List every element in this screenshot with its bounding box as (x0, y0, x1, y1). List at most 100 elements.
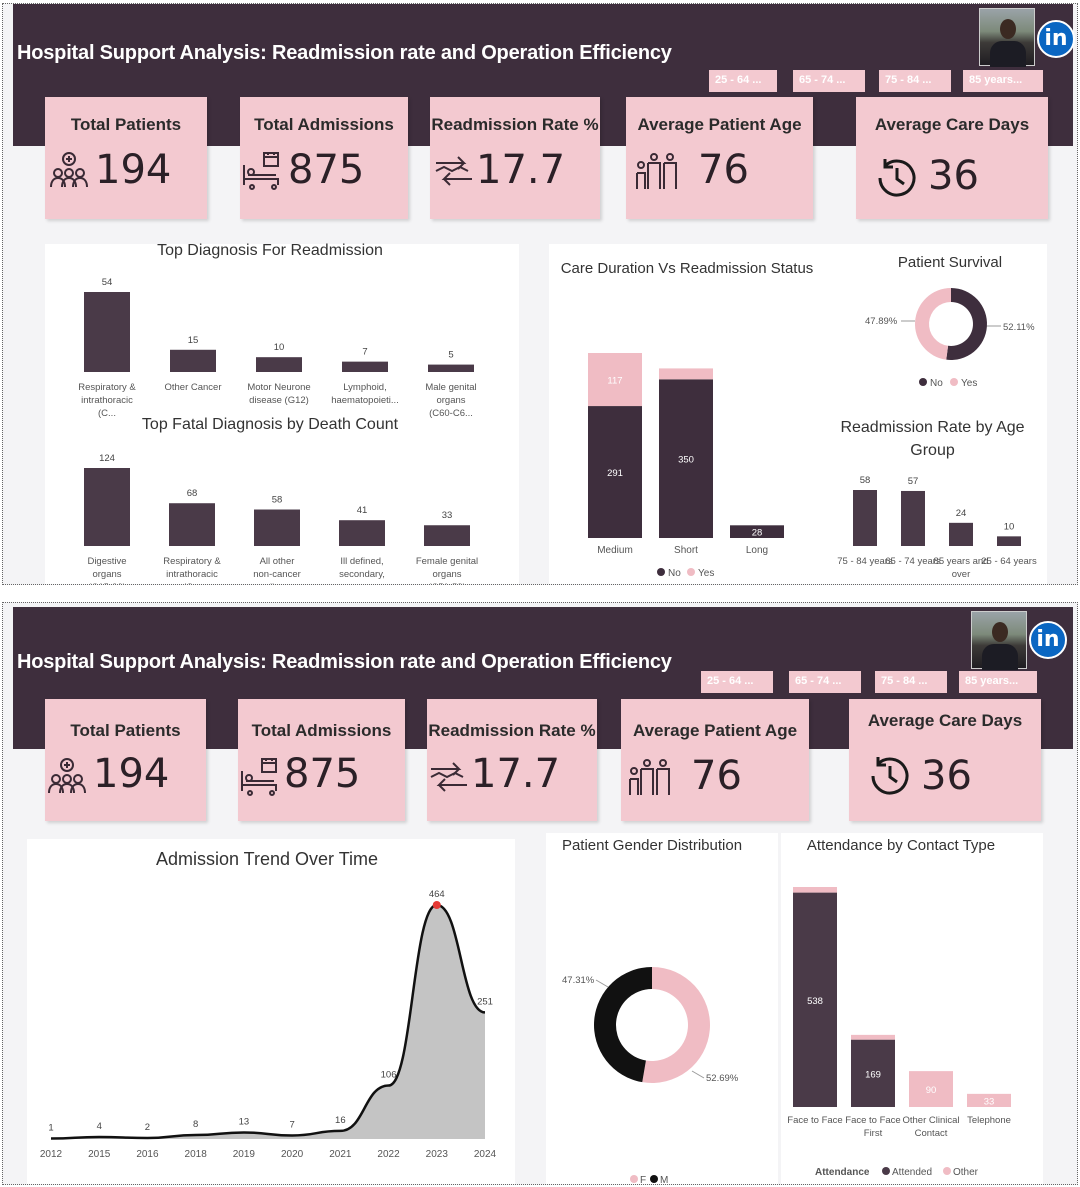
age-slicer-75-84[interactable]: 75 - 84 ... (879, 70, 951, 92)
chart-patient-survival: 52.11% 47.89% No Yes (865, 288, 1035, 389)
attendance-panel: Attendance by Contact Type 538 Face to Fa… (781, 833, 1043, 1184)
linkedin-icon-2[interactable]: in (1029, 621, 1067, 659)
data-label: 1 (48, 1122, 53, 1133)
area-fill (51, 905, 485, 1139)
linkedin-icon[interactable]: in (1037, 20, 1075, 58)
clock-history-icon-2 (871, 757, 909, 795)
data-label: 10 (1004, 521, 1015, 532)
age-slicer-25-64-p2[interactable]: 25 - 64 ... (701, 671, 773, 693)
bar-yes (659, 368, 713, 380)
care-duration-panel: Care Duration Vs Readmission Status 291 1… (549, 244, 825, 584)
x-tick-label: 25 - 64 years (981, 556, 1037, 567)
bar (342, 361, 388, 372)
x-tick-label: Short (674, 545, 698, 556)
kpi-average-patient-age: Average Patient Age 76 (626, 97, 813, 219)
x-tick-label: organs (92, 569, 121, 580)
data-label: 251 (477, 996, 493, 1007)
bar-other (967, 1093, 1011, 1107)
x-tick-label: Contact (915, 1128, 948, 1139)
legend-marker-yes (687, 568, 695, 576)
x-tick-label: Other Clinical (902, 1115, 959, 1126)
family-icon-2 (629, 759, 670, 795)
clock-history-icon (878, 159, 916, 197)
x-tick-label: Medium (597, 545, 633, 556)
data-label: 106 (381, 1070, 397, 1081)
chart-title-patient-survival: Patient Survival (897, 254, 1003, 271)
legend-marker-m (650, 1175, 658, 1183)
x-tick-label: (C... (183, 582, 201, 585)
data-label: 464 (429, 889, 445, 900)
x-tick-label: Lymphoid, (343, 382, 386, 393)
x-tick-label: Face to Face (845, 1115, 900, 1126)
x-tick-label: All other (260, 556, 295, 567)
age-slicer-65-74[interactable]: 65 - 74 ... (793, 70, 865, 92)
bar (169, 503, 215, 546)
age-slicer-25-64[interactable]: 25 - 64 ... (709, 70, 777, 92)
kpi-average-patient-age-2: Average Patient Age 76 (621, 699, 809, 821)
age-slicer-85-plus[interactable]: 85 years... (963, 70, 1043, 92)
chart-care-duration: 291 117 Medium 350 Short 28 Long No Yes (588, 353, 784, 579)
x-tick-label: dia... (267, 582, 288, 585)
kpi-total-patients: Total Patients 194 (45, 97, 207, 219)
age-slicer-65-74-p2[interactable]: 65 - 74 ... (789, 671, 861, 693)
kpi-total-admissions-2: Total Admissions 875 (238, 699, 405, 821)
data-label: 58 (272, 495, 283, 506)
leader-line (691, 1070, 705, 1079)
data-label: 54 (102, 277, 113, 288)
legend-marker-no (657, 568, 665, 576)
x-tick-label: (C15-26) (88, 582, 126, 585)
legend-label: Attended (892, 1167, 932, 1178)
chart-title-gender: Patient Gender Distribution (561, 837, 743, 854)
highlight-point (432, 901, 441, 909)
x-tick-label: Motor Neurone (247, 382, 310, 393)
kpi-readmission-rate: Readmission Rate % 17.7 (430, 97, 600, 219)
profile-photo (979, 8, 1035, 67)
profile-photo-2 (971, 611, 1027, 670)
chart-title-readmission-age: Readmission Rate by Age Group (840, 419, 1025, 459)
bar (339, 520, 385, 546)
x-tick-label: Ill defined, (340, 556, 383, 567)
age-slicer-85-plus-p2[interactable]: 85 years... (959, 671, 1037, 693)
x-tick-label: over (952, 569, 970, 580)
chart-title-admission-trend: Admission Trend Over Time (155, 849, 379, 869)
x-tick-label: 2018 (185, 1149, 208, 1160)
x-tick-label: (C51-58) (428, 582, 466, 585)
chart-title-top-diagnosis: Top Diagnosis For Readmission (157, 242, 383, 259)
dashboard-page-2: Hospital Support Analysis: Readmission r… (2, 602, 1078, 1185)
bar (428, 364, 474, 372)
data-label: 15 (188, 335, 199, 346)
x-tick-label: Male genital (425, 382, 476, 393)
bar-other (793, 887, 837, 893)
data-label: 4 (97, 1121, 102, 1132)
bar (170, 349, 216, 372)
bar (997, 536, 1021, 546)
exchange-arrows-icon (435, 156, 472, 186)
x-tick-label: 2024 (474, 1149, 497, 1160)
data-label: 8 (193, 1119, 198, 1130)
x-tick-label: organs (436, 395, 465, 406)
bar (901, 490, 925, 546)
x-tick-label: Female genital (416, 556, 478, 567)
donut-slice (594, 967, 652, 1083)
x-tick-label: 2019 (233, 1149, 256, 1160)
family-icon (636, 153, 677, 189)
page-title-2: Hospital Support Analysis: Readmission r… (17, 651, 672, 673)
data-label: 28 (752, 528, 763, 539)
bar-no (659, 379, 713, 538)
bar (853, 490, 877, 546)
data-label: 10 (274, 342, 285, 353)
data-label: 7 (289, 1119, 294, 1130)
x-tick-label: 2015 (88, 1149, 111, 1160)
x-tick-label: 85 years and (934, 556, 989, 567)
age-slicer-75-84-p2[interactable]: 75 - 84 ... (875, 671, 947, 693)
exchange-arrows-icon-2 (430, 762, 467, 792)
x-tick-label: uns... (350, 582, 373, 585)
page-title: Hospital Support Analysis: Readmission r… (17, 42, 672, 64)
x-tick-label: non-cancer (253, 569, 301, 580)
kpi-average-care-days-2: Average Care Days 36 (849, 699, 1041, 821)
data-label: 68 (187, 488, 198, 499)
bar-yes (588, 353, 642, 407)
data-label: 52.69% (706, 1073, 739, 1084)
legend-label: M (660, 1175, 668, 1185)
data-label: 90 (926, 1085, 937, 1096)
